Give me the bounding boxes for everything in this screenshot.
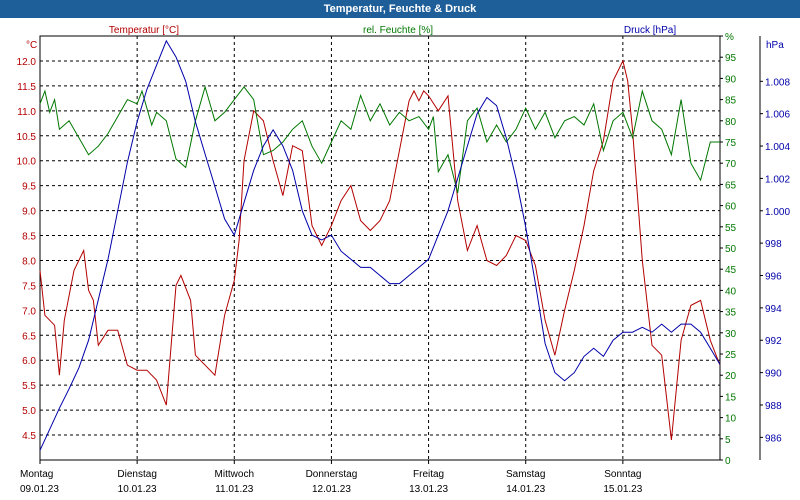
pressure-unit: hPa bbox=[766, 40, 784, 51]
date-label: 13.01.23 bbox=[409, 484, 448, 495]
temperature-tick-label: 7.5 bbox=[22, 281, 36, 292]
humidity-tick-label: 65 bbox=[725, 180, 737, 191]
weekday-label: Sonntag bbox=[604, 469, 641, 480]
series-lines bbox=[39, 39, 721, 451]
temperature-unit: °C bbox=[26, 40, 37, 51]
chart-background bbox=[0, 18, 800, 500]
pressure-tick-label: 1.008 bbox=[765, 77, 790, 88]
date-label: 15.01.23 bbox=[603, 484, 642, 495]
pressure-tick-label: 992 bbox=[765, 336, 782, 347]
pressure-tick-label: 996 bbox=[765, 272, 782, 283]
humidity-tick-label: 90 bbox=[725, 74, 737, 85]
humidity-tick-label: 95 bbox=[725, 53, 737, 64]
grid bbox=[40, 36, 720, 460]
humidity-tick-label: 20 bbox=[725, 371, 737, 382]
legend-pressure: Druck [hPa] bbox=[624, 25, 676, 36]
humidity-tick-label: 70 bbox=[725, 159, 737, 170]
humidity-tick-label: 60 bbox=[725, 202, 737, 213]
chart: °C hPa Temperatur [°C] rel. Feuchte [%] … bbox=[0, 18, 800, 500]
temperature-tick-label: 10.0 bbox=[17, 157, 37, 168]
temperature-ticks: 4.5 5.0 5.5 6.0 6.5 7.0 7.5 8.0 8.5 9.0 9.5 10.0 10.… bbox=[17, 57, 37, 442]
humidity-tick-label: 15 bbox=[725, 392, 737, 403]
temperature-tick-label: 6.0 bbox=[22, 356, 36, 367]
date-label: 12.01.23 bbox=[312, 484, 351, 495]
date-ticks: Montag 09.01.23 Dienstag 10.01.23 Mittwoch 11… bbox=[20, 460, 643, 495]
temperature-tick-label: 8.0 bbox=[22, 256, 36, 267]
date-label: 09.01.23 bbox=[20, 484, 59, 495]
humidity-tick-label: 30 bbox=[725, 329, 737, 340]
pressure-tick-label: 988 bbox=[765, 401, 782, 412]
pressure-tick-label: 1.000 bbox=[765, 207, 790, 218]
pressure-ticks: 986 988 990 992 994 996 998 1.000 1.002 1.004 1.00… bbox=[760, 77, 790, 444]
humidity-tick-label: 0 bbox=[725, 456, 731, 467]
humidity-tick-label: 10 bbox=[725, 414, 737, 425]
pressure-tick-label: 1.002 bbox=[765, 174, 790, 185]
weekday-label: Samstag bbox=[506, 469, 545, 480]
temperature-tick-label: 6.5 bbox=[22, 331, 36, 342]
weekday-label: Montag bbox=[20, 469, 53, 480]
temperature-tick-label: 10.5 bbox=[17, 132, 37, 143]
humidity-tick-label: 85 bbox=[725, 96, 737, 107]
humidity-tick-label: 35 bbox=[725, 308, 737, 319]
humidity-tick-label: 50 bbox=[725, 244, 737, 255]
pressure-tick-label: 1.004 bbox=[765, 142, 790, 153]
temperature-tick-label: 5.5 bbox=[22, 381, 36, 392]
humidity-tick-label: 5 bbox=[725, 435, 731, 446]
temperature-tick-label: 11.0 bbox=[17, 107, 36, 118]
temperature-tick-label: 9.0 bbox=[22, 207, 36, 218]
humidity-tick-label: 40 bbox=[725, 286, 737, 297]
pressure-tick-label: 994 bbox=[765, 304, 782, 315]
window-title: Temperatur, Feuchte & Druck bbox=[0, 0, 800, 18]
weekday-label: Dienstag bbox=[117, 469, 156, 480]
legend-humidity: rel. Feuchte [%] bbox=[363, 25, 433, 36]
humidity-tick-label: 80 bbox=[725, 117, 737, 128]
date-label: 10.01.23 bbox=[118, 484, 157, 495]
humidity-ticks: 0 5 10 15 20 25 30 35 40 45 50 55 60 65 70 75 80 85 90 95% bbox=[720, 32, 737, 467]
humidity-line bbox=[39, 85, 720, 194]
humidity-tick-label: 45 bbox=[725, 265, 737, 276]
weekday-label: Freitag bbox=[413, 469, 444, 480]
pressure-tick-label: 990 bbox=[765, 369, 782, 380]
temperature-tick-label: 9.5 bbox=[22, 182, 36, 193]
pressure-tick-label: 998 bbox=[765, 239, 782, 250]
weekday-label: Donnerstag bbox=[306, 469, 358, 480]
date-label: 11.01.23 bbox=[215, 484, 254, 495]
weekday-label: Mittwoch bbox=[215, 469, 254, 480]
date-label: 14.01.23 bbox=[506, 484, 545, 495]
humidity-tick-label: 75 bbox=[725, 138, 737, 149]
temperature-tick-label: 4.5 bbox=[22, 431, 36, 442]
temperature-tick-label: 5.0 bbox=[22, 406, 36, 417]
temperature-tick-label: 12.0 bbox=[17, 57, 37, 68]
temperature-tick-label: 8.5 bbox=[22, 232, 36, 243]
humidity-tick-label: 55 bbox=[725, 223, 737, 234]
temperature-tick-label: 7.0 bbox=[22, 306, 36, 317]
humidity-tick-label: 25 bbox=[725, 350, 737, 361]
pressure-line bbox=[39, 39, 721, 451]
pressure-tick-label: 986 bbox=[765, 433, 782, 444]
humidity-tick-label: % bbox=[725, 32, 734, 43]
temperature-line bbox=[39, 59, 721, 441]
pressure-tick-label: 1.006 bbox=[765, 110, 790, 121]
legend-temperature: Temperatur [°C] bbox=[109, 25, 179, 36]
temperature-tick-label: 11.5 bbox=[17, 82, 36, 93]
